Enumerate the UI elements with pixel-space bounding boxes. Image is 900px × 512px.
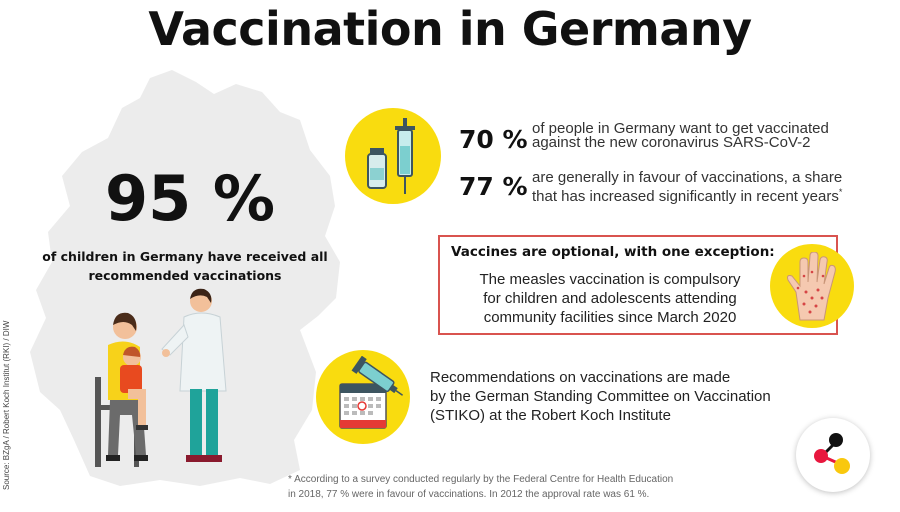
children-stat-value: 95 % (105, 162, 275, 235)
stat-77-line2: that has increased significantly in rece… (532, 188, 839, 205)
stat-70-text: of people in Germany want to get vaccina… (532, 120, 862, 151)
stat-70-line2: against the new coronavirus SARS-CoV-2 (532, 134, 811, 151)
stat-70-value: 70 % (459, 125, 528, 154)
children-stat-text: of children in Germany have received all… (42, 249, 328, 283)
syringe-circle (345, 108, 441, 204)
recommendations-line2: by the German Standing Committee on Vacc… (430, 388, 771, 405)
measles-hand-icon (787, 252, 836, 321)
footnote: * According to a survey conducted regula… (288, 472, 788, 502)
footnote-marker: * (838, 187, 843, 197)
brand-logo-icon (814, 433, 850, 474)
brand-logo (796, 418, 870, 492)
syringe-vial-icon (367, 118, 415, 194)
recommendations-line1: Recommendations on vaccinations are made (430, 369, 731, 386)
source-credit: Source: BZgA / Robert Koch Institut (RKI… (2, 320, 11, 490)
germany-map-silhouette (30, 70, 340, 486)
stat-77-value: 77 % (459, 172, 528, 201)
recommendations-text: Recommendations on vaccinations are made… (430, 368, 810, 425)
stat-77-line2-wrap: that has increased significantly in rece… (532, 185, 872, 204)
measles-box-text: The measles vaccination is compulsory fo… (460, 270, 760, 327)
calendar-syringe-icon (339, 356, 404, 429)
footnote-line1: * According to a survey conducted regula… (288, 474, 674, 485)
stat-70-line1: of people in Germany want to get vaccina… (532, 120, 829, 137)
measles-line3: community facilities since March 2020 (483, 309, 737, 326)
page-title: Vaccination in Germany (148, 2, 752, 56)
doctor-family-illustration (95, 288, 227, 467)
stat-77-text: are generally in favour of vaccinations,… (532, 169, 872, 204)
stat-77-line1: are generally in favour of vaccinations,… (532, 169, 843, 186)
footnote-line2: in 2018, 77 % were in favour of vaccinat… (288, 489, 650, 500)
measles-box-title: Vaccines are optional, with one exceptio… (451, 244, 775, 260)
measles-line2: for children and adolescents attending (483, 290, 737, 307)
measles-line1: The measles vaccination is compulsory (479, 271, 741, 288)
recommendations-line3: (STIKO) at the Robert Koch Institute (430, 407, 671, 424)
